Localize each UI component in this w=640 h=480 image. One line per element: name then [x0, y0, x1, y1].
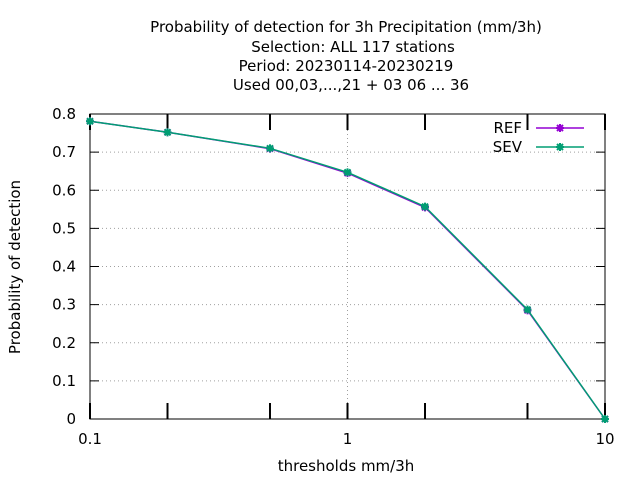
legend-marker-sev-d2: [556, 143, 564, 151]
axes: 00.10.20.30.40.50.60.70.80.1 1 10: [52, 105, 614, 448]
data-point-sev-0-d2: [86, 117, 94, 125]
title-line-1: Probability of detection for 3h Precipit…: [150, 18, 542, 36]
legend-label-sev: SEV: [493, 138, 523, 156]
y-axis-label: Probability of detection: [6, 180, 24, 354]
series-layer: [86, 117, 609, 423]
y-tick-label: 0.7: [52, 143, 76, 161]
legend-marker-ref-d2: [556, 124, 564, 132]
data-point-sev-1-d2: [163, 128, 172, 137]
legend-marker-sev: [556, 143, 564, 151]
y-tick-label: 0.3: [52, 296, 76, 314]
y-tick-label: 0.2: [52, 334, 76, 352]
y-tick-label: 0.5: [52, 219, 76, 237]
y-tick-label: 0.8: [52, 105, 76, 123]
y-tick-label: 0: [66, 410, 76, 428]
data-point-sev-5-d2: [523, 305, 532, 314]
legend-label-ref: REF: [493, 119, 522, 137]
y-tick-label: 0.1: [52, 372, 76, 390]
grid: [90, 114, 605, 419]
data-point-sev-1: [163, 128, 172, 137]
data-point-sev-6: [601, 415, 609, 423]
legend-marker-ref: [556, 124, 564, 132]
data-point-sev-5: [523, 305, 532, 314]
x-tick-label: 1: [343, 430, 353, 448]
title-line-4: Used 00,03,...,21 + 03 06 ... 36: [233, 76, 469, 94]
data-point-sev-3: [343, 168, 352, 177]
data-point-sev-3-d2: [343, 168, 352, 177]
title-line-2: Selection: ALL 117 stations: [251, 38, 455, 56]
data-point-sev-4: [421, 202, 430, 211]
data-point-sev-2-d2: [266, 144, 274, 153]
y-tick-label: 0.6: [52, 181, 76, 199]
data-point-sev-4-d2: [421, 202, 429, 211]
data-point-sev-0: [86, 117, 94, 126]
x-tick-label: 0.1: [78, 430, 102, 448]
title-line-3: Period: 20230114-20230219: [239, 57, 454, 75]
y-tick-label: 0.4: [52, 258, 76, 276]
chart-title: Probability of detection for 3h Precipit…: [150, 18, 542, 94]
data-point-sev-2: [265, 144, 274, 153]
data-point-sev-6-d2: [601, 415, 609, 423]
x-axis-label: thresholds mm/3h: [278, 457, 415, 475]
x-tick-label: 10: [595, 430, 614, 448]
